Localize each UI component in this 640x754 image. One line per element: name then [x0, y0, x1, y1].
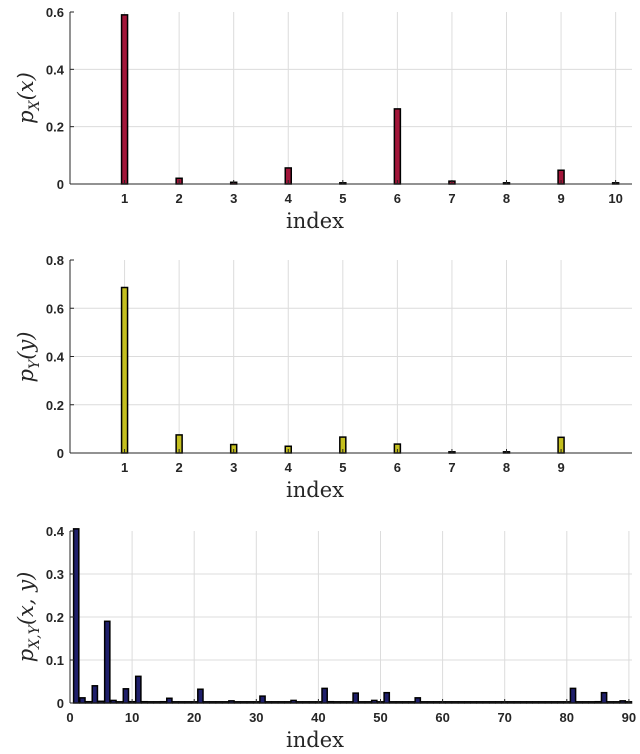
- bar: [91, 685, 99, 704]
- y-tick-label: 0.2: [46, 398, 64, 413]
- x-tick-label: 5: [339, 460, 346, 475]
- x-tick-label: 10: [608, 191, 622, 206]
- x-tick-label: 80: [560, 710, 574, 725]
- bar: [383, 691, 391, 704]
- bar: [321, 687, 328, 704]
- x-tick-label: 20: [187, 710, 201, 725]
- bar: [79, 697, 86, 704]
- x-tick-label: 2: [176, 460, 183, 475]
- bar: [197, 688, 204, 704]
- bar: [134, 675, 142, 704]
- x-tick-label: 8: [503, 191, 510, 206]
- y-axis-label: pY(y): [14, 332, 43, 383]
- y-tick-label: 0.8: [46, 253, 64, 268]
- x-tick-label: 1: [121, 460, 128, 475]
- bar: [166, 697, 173, 704]
- x-tick-label: 3: [230, 191, 237, 206]
- x-tick-label: 7: [448, 460, 455, 475]
- bar: [120, 286, 129, 454]
- x-tick-label: 2: [176, 191, 183, 206]
- chart-panel-3: 0 10 20 30 40 50 60 70 80 90 0 0.1 0.2 0.3 0.4 index pX,…: [14, 524, 636, 752]
- y-tick-label: 0.6: [46, 5, 64, 20]
- y-axis-label: pX(x): [14, 72, 43, 124]
- y-tick-label: 0.2: [46, 610, 64, 625]
- x-tick-label: 10: [125, 710, 139, 725]
- x-tick-label: 6: [394, 460, 401, 475]
- y-axis-label: pX,Y(x, y): [14, 572, 43, 663]
- x-tick-label: 40: [311, 710, 325, 725]
- bar: [103, 620, 111, 704]
- x-tick-label: 8: [503, 460, 510, 475]
- y-tick-label: 0: [57, 177, 64, 192]
- x-tick-label: 9: [557, 460, 564, 475]
- x-tick-label: 70: [497, 710, 511, 725]
- bar: [569, 687, 577, 704]
- x-tick-label: 3: [230, 460, 237, 475]
- x-tick-label: 60: [435, 710, 449, 725]
- bar: [122, 688, 130, 704]
- y-tick-label: 0.4: [46, 524, 65, 539]
- x-axis-label: index: [286, 478, 344, 502]
- x-axis-label: index: [286, 209, 344, 233]
- x-tick-label: 1: [121, 191, 128, 206]
- x-tick-label: 30: [249, 710, 263, 725]
- x-tick-label: 9: [557, 191, 564, 206]
- x-tick-label: 4: [285, 460, 293, 475]
- chart-panel-2: 1 2 3 4 5 6 7 8 9 0 0.2 0.4 0.6 0.8 index pY(y): [14, 253, 632, 502]
- y-tick-label: 0.2: [46, 120, 64, 135]
- x-tick-label: 7: [448, 191, 455, 206]
- y-tick-label: 0.4: [46, 62, 65, 77]
- x-tick-label: 50: [373, 710, 387, 725]
- bar: [600, 691, 608, 704]
- y-tick-label: 0.4: [46, 350, 65, 365]
- bar: [393, 108, 402, 185]
- y-tick-label: 0: [57, 696, 64, 711]
- x-axis-label: index: [286, 728, 344, 752]
- x-tick-label: 0: [66, 710, 73, 725]
- x-tick-label: 6: [394, 191, 401, 206]
- y-tick-label: 0.1: [46, 653, 64, 668]
- y-tick-label: 0.3: [46, 567, 64, 582]
- bar: [352, 692, 360, 704]
- bar: [72, 528, 80, 704]
- x-tick-label: 5: [339, 191, 346, 206]
- x-tick-label: 4: [285, 191, 293, 206]
- bar: [120, 14, 129, 185]
- chart-panel-1: 1 2 3 4 5 6 7 8 9 10 0 0.2 0.4 0.6 index pX(x): [14, 5, 632, 233]
- y-tick-label: 0.6: [46, 301, 64, 316]
- bar: [259, 695, 266, 704]
- y-tick-label: 0: [57, 446, 64, 461]
- bar: [414, 697, 422, 704]
- x-tick-label: 90: [622, 710, 636, 725]
